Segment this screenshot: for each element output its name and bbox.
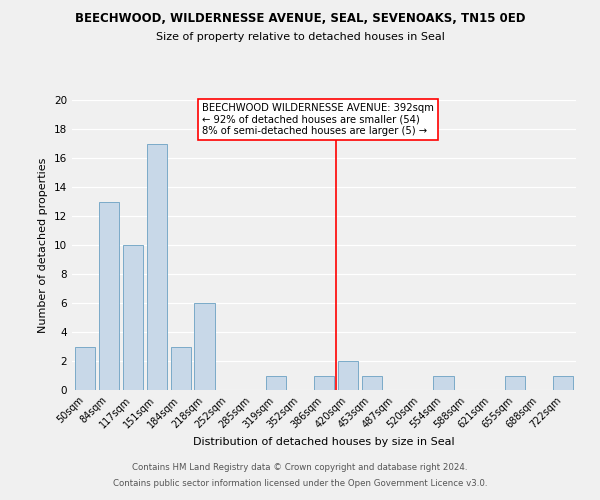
- Text: BEECHWOOD WILDERNESSE AVENUE: 392sqm
← 92% of detached houses are smaller (54)
8: BEECHWOOD WILDERNESSE AVENUE: 392sqm ← 9…: [202, 103, 434, 136]
- Bar: [123, 245, 143, 390]
- Bar: [170, 346, 191, 390]
- Bar: [266, 376, 286, 390]
- Bar: [553, 376, 573, 390]
- Text: BEECHWOOD, WILDERNESSE AVENUE, SEAL, SEVENOAKS, TN15 0ED: BEECHWOOD, WILDERNESSE AVENUE, SEAL, SEV…: [75, 12, 525, 26]
- Y-axis label: Number of detached properties: Number of detached properties: [38, 158, 49, 332]
- Bar: [194, 303, 215, 390]
- Text: Contains public sector information licensed under the Open Government Licence v3: Contains public sector information licen…: [113, 478, 487, 488]
- Bar: [362, 376, 382, 390]
- Bar: [433, 376, 454, 390]
- Text: Size of property relative to detached houses in Seal: Size of property relative to detached ho…: [155, 32, 445, 42]
- Bar: [99, 202, 119, 390]
- Bar: [146, 144, 167, 390]
- Text: Contains HM Land Registry data © Crown copyright and database right 2024.: Contains HM Land Registry data © Crown c…: [132, 464, 468, 472]
- Bar: [338, 361, 358, 390]
- Bar: [505, 376, 525, 390]
- Bar: [314, 376, 334, 390]
- Bar: [75, 346, 95, 390]
- X-axis label: Distribution of detached houses by size in Seal: Distribution of detached houses by size …: [193, 437, 455, 447]
